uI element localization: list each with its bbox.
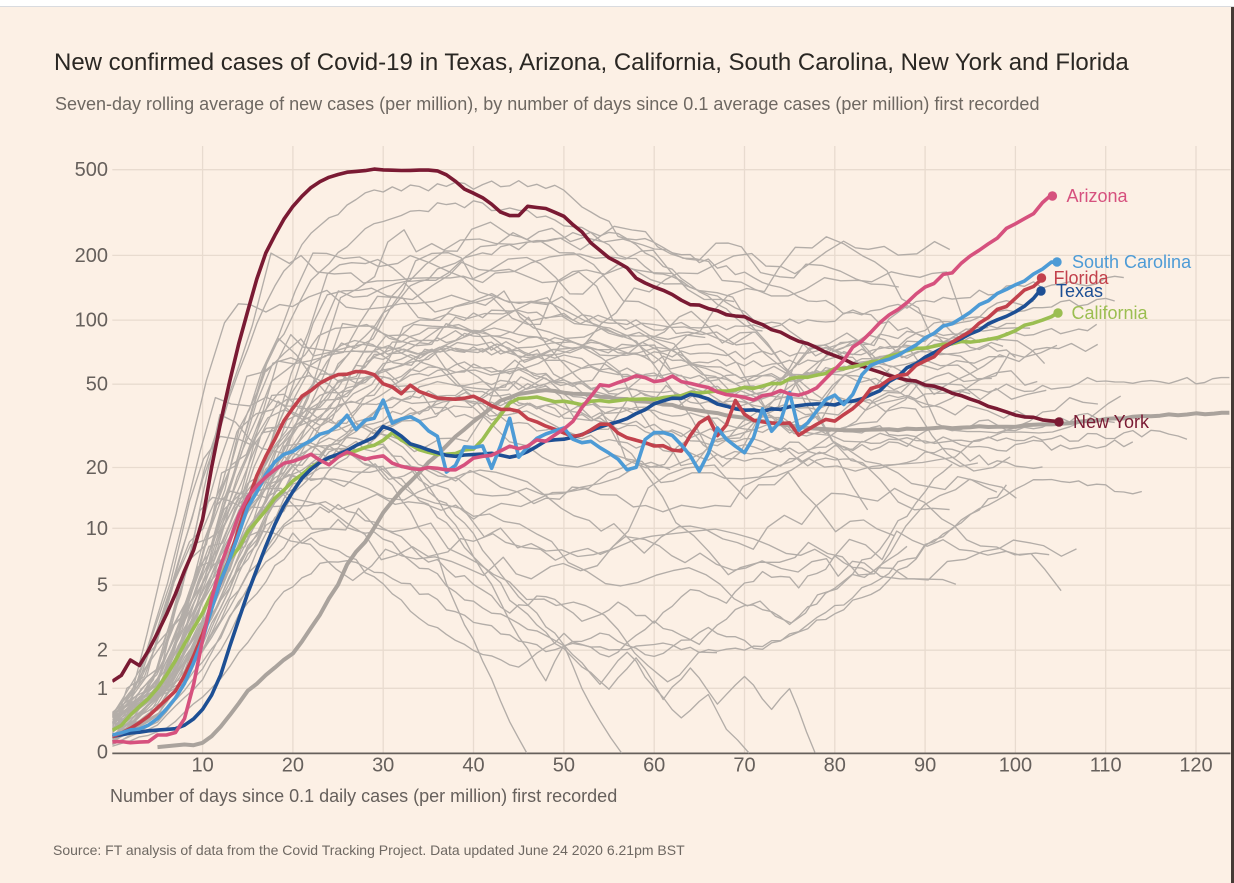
svg-text:60: 60	[643, 755, 665, 777]
svg-text:50: 50	[86, 374, 108, 396]
svg-text:1: 1	[97, 678, 108, 700]
svg-text:20: 20	[282, 755, 304, 777]
svg-text:Arizona: Arizona	[1067, 186, 1129, 206]
svg-text:10: 10	[86, 518, 108, 540]
svg-text:100: 100	[75, 310, 108, 332]
svg-text:0: 0	[97, 742, 108, 764]
svg-text:30: 30	[372, 755, 394, 777]
svg-text:Texas: Texas	[1056, 281, 1103, 301]
svg-text:50: 50	[553, 755, 575, 777]
svg-text:10: 10	[191, 755, 213, 777]
svg-text:5: 5	[97, 575, 108, 597]
svg-text:200: 200	[75, 245, 108, 267]
svg-text:40: 40	[462, 755, 484, 777]
svg-text:Florida: Florida	[1054, 268, 1110, 288]
svg-text:20: 20	[86, 457, 108, 479]
svg-text:70: 70	[733, 755, 755, 777]
svg-text:80: 80	[824, 755, 846, 777]
svg-text:100: 100	[999, 755, 1032, 777]
svg-text:120: 120	[1179, 755, 1212, 777]
svg-text:California: California	[1072, 303, 1149, 323]
svg-text:500: 500	[75, 159, 108, 181]
svg-text:110: 110	[1090, 755, 1122, 777]
svg-text:New York: New York	[1073, 412, 1150, 432]
svg-text:90: 90	[914, 755, 936, 777]
svg-text:2: 2	[97, 640, 108, 662]
svg-text:South Carolina: South Carolina	[1072, 252, 1192, 272]
